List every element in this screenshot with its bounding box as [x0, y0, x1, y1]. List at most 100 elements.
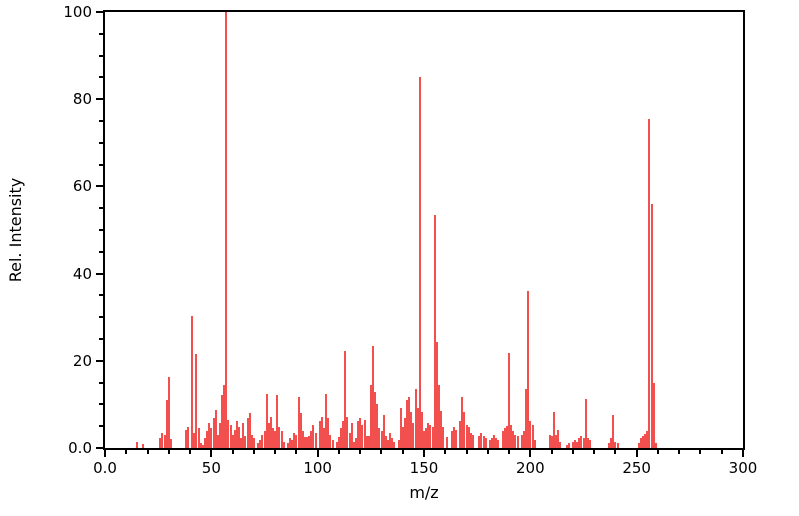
- spectrum-bar: [204, 438, 206, 448]
- y-major-tick: [96, 359, 103, 362]
- spectrum-bar: [165, 400, 168, 448]
- spectrum-bar: [420, 411, 423, 448]
- y-minor-tick: [99, 381, 103, 384]
- y-minor-tick: [99, 316, 103, 319]
- spectrum-bar: [642, 436, 644, 448]
- spectrum-bar: [320, 416, 323, 448]
- x-minor-tick: [231, 450, 234, 454]
- spectrum-bar: [223, 384, 226, 448]
- y-major-tick: [96, 11, 103, 13]
- spectrum-bar: [644, 434, 647, 448]
- y-minor-tick: [99, 250, 103, 253]
- spectrum-bar: [401, 426, 404, 448]
- spectrum-bar: [259, 439, 262, 448]
- spectrum-bar: [323, 428, 325, 448]
- y-minor-tick: [99, 76, 103, 79]
- spectrum-bar: [331, 439, 334, 448]
- spectrum-bar: [423, 431, 425, 448]
- spectrum-bar: [559, 441, 562, 448]
- y-tick-label: 80: [72, 90, 92, 109]
- spectrum-bar: [344, 350, 347, 448]
- spectrum-bar: [329, 434, 332, 448]
- spectrum-bar: [512, 431, 515, 448]
- x-tick-label: 200: [516, 459, 545, 477]
- y-tick-label: 20: [72, 351, 92, 370]
- spectrum-bar: [312, 424, 315, 448]
- spectrum-bar: [367, 436, 370, 448]
- spectrum-bar: [265, 393, 268, 448]
- spectrum-bar: [376, 403, 379, 448]
- spectrum-bar: [520, 434, 523, 448]
- spectrum-bar: [242, 423, 245, 448]
- x-minor-tick: [359, 450, 362, 454]
- spectrum-bar: [195, 353, 198, 448]
- spectrum-bar: [142, 444, 145, 448]
- x-minor-tick: [125, 450, 128, 454]
- spectrum-bar: [369, 384, 372, 448]
- x-tick-label: 150: [409, 459, 439, 477]
- spectrum-bar: [350, 423, 353, 448]
- y-minor-tick: [99, 425, 103, 428]
- spectrum-bar: [293, 433, 296, 448]
- x-minor-tick: [699, 450, 702, 454]
- spectrum-bar: [565, 444, 568, 448]
- spectrum-bar: [327, 418, 330, 448]
- x-minor-tick: [656, 450, 659, 454]
- y-minor-tick: [99, 294, 103, 297]
- spectrum-bar: [342, 421, 345, 448]
- spectrum-bar: [159, 438, 162, 448]
- spectrum-bar: [229, 424, 232, 448]
- spectrum-bar: [554, 434, 557, 448]
- spectrum-bar: [416, 408, 419, 448]
- spectrum-bar: [238, 426, 240, 448]
- spectrum-bar: [403, 418, 406, 448]
- spectrum-bar: [465, 424, 468, 448]
- spectrum-bar: [612, 415, 615, 448]
- spectrum-bar: [482, 436, 485, 448]
- spectrum-bar: [442, 426, 445, 448]
- spectrum-bar: [169, 439, 172, 448]
- spectrum-bar: [391, 438, 394, 448]
- spectrum-bar: [574, 439, 576, 448]
- y-major-tick: [96, 272, 103, 275]
- spectrum-bar: [227, 420, 230, 448]
- y-major-tick: [96, 447, 103, 449]
- spectrum-bar: [269, 416, 272, 448]
- spectrum-bar: [248, 413, 251, 448]
- spectrum-bar: [576, 441, 579, 448]
- y-axis-title: Rel. Intensity: [6, 177, 25, 283]
- spectrum-bar: [206, 431, 209, 448]
- x-major-tick: [316, 450, 319, 457]
- spectrum-bar: [261, 434, 264, 448]
- spectrum-bar: [646, 431, 649, 448]
- x-minor-tick: [252, 450, 255, 454]
- y-minor-tick: [99, 207, 103, 210]
- spectrum-bar: [567, 443, 570, 448]
- spectrum-bar: [297, 397, 300, 448]
- spectrum-bar: [191, 315, 194, 448]
- spectrum-bar: [484, 438, 487, 448]
- x-major-tick: [210, 450, 213, 457]
- spectrum-bar: [408, 397, 411, 448]
- spectrum-bar: [380, 431, 383, 448]
- spectrum-bar: [276, 395, 279, 448]
- spectrum-bar: [231, 434, 234, 448]
- spectrum-bar: [580, 436, 583, 448]
- spectrum-bar: [410, 411, 413, 448]
- spectrum-bar: [467, 426, 470, 448]
- spectrum-bar: [431, 426, 434, 448]
- spectrum-bar: [529, 421, 532, 448]
- spectrum-bar: [491, 438, 494, 448]
- spectrum-bar: [286, 443, 289, 448]
- spectrum-bar: [325, 393, 328, 448]
- spectrum-bar: [552, 411, 555, 448]
- x-minor-tick: [720, 450, 723, 454]
- spectrum-bar: [469, 433, 472, 448]
- spectrum-bar: [280, 431, 283, 448]
- y-minor-tick: [99, 120, 103, 122]
- spectrum-bar: [359, 418, 362, 448]
- spectrum-bar: [161, 432, 164, 448]
- x-minor-tick: [380, 450, 383, 454]
- x-minor-tick: [167, 450, 170, 454]
- spectrum-bar: [505, 426, 508, 448]
